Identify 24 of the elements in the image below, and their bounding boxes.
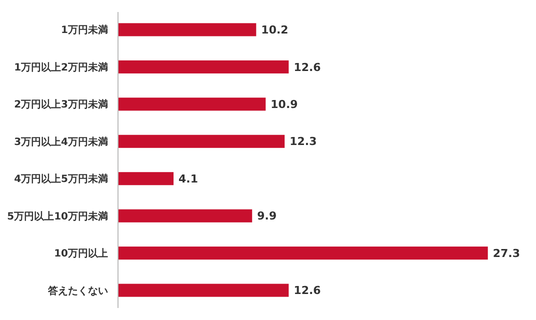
data-label: 12.6 xyxy=(294,60,322,74)
data-label: 10.9 xyxy=(270,98,298,111)
bar xyxy=(118,209,252,222)
data-label: 12.6 xyxy=(294,284,322,298)
y-tick-label: 3万円以上4万円未満 xyxy=(14,136,108,148)
data-label: 27.3 xyxy=(492,246,520,260)
bar xyxy=(118,134,285,148)
y-tick-label: 1万円以上2万円未満 xyxy=(14,61,108,74)
y-tick-label: 5万円以上10万円未満 xyxy=(7,210,108,222)
data-label: 10.2 xyxy=(261,24,288,37)
bar xyxy=(118,98,266,111)
data-label: 4.1 xyxy=(178,172,198,186)
y-tick-label: 答えたくない xyxy=(47,284,108,297)
data-label: 12.3 xyxy=(290,135,317,148)
bar xyxy=(118,284,289,297)
y-tick-label: 1万円未満 xyxy=(61,24,108,36)
y-tick-label: 4万円以上5万円未満 xyxy=(14,173,108,186)
bar xyxy=(118,246,488,260)
bar xyxy=(118,172,174,186)
bar xyxy=(118,23,256,36)
data-label: 9.9 xyxy=(257,210,277,223)
bar xyxy=(118,60,289,74)
y-tick-label: 2万円以上3万円未満 xyxy=(14,98,108,111)
y-tick-label: 10万円以上 xyxy=(54,248,108,260)
